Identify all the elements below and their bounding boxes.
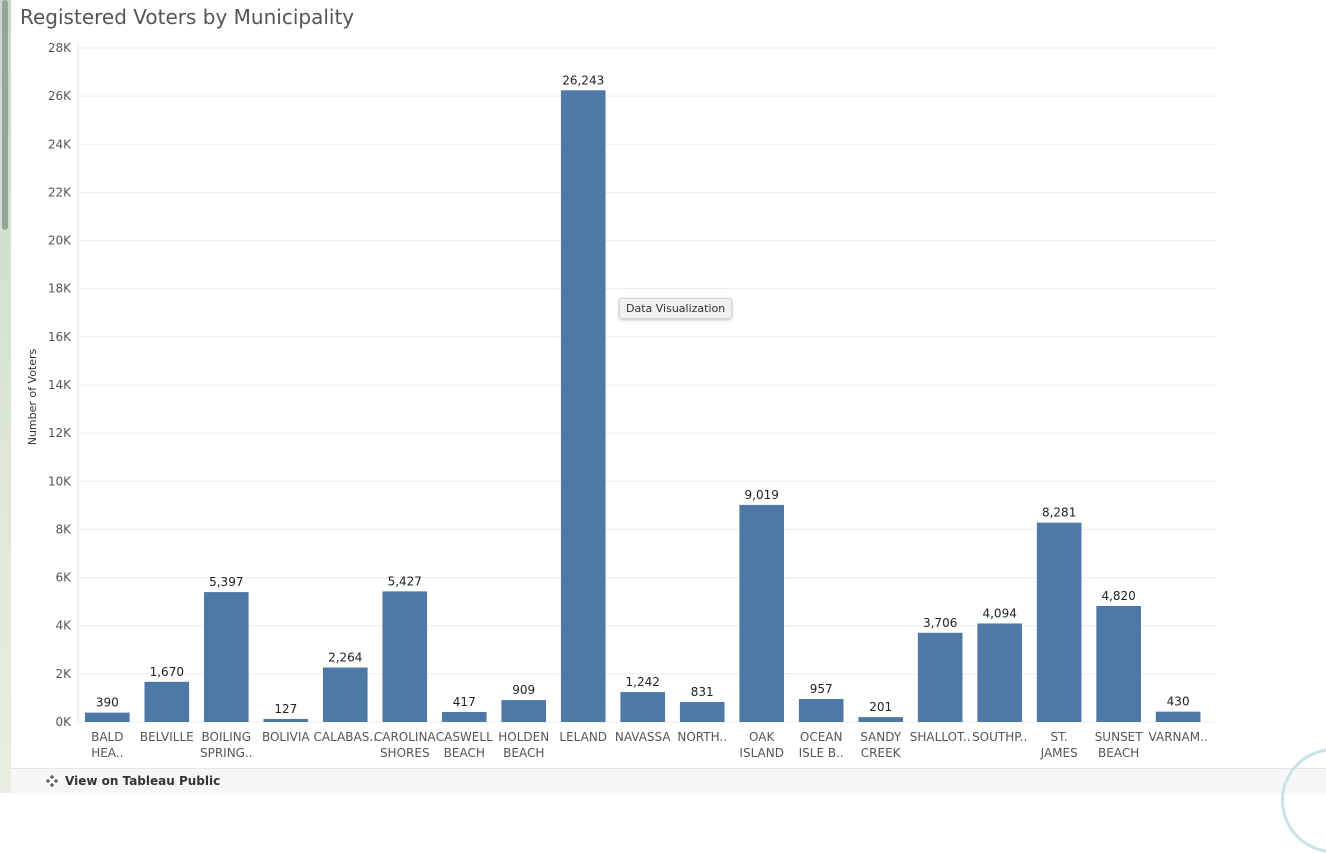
bar	[1096, 605, 1141, 722]
data-label: 5,397	[209, 575, 243, 589]
x-tick-label: BEACH	[444, 746, 485, 760]
bar	[501, 700, 547, 722]
data-label: 9,019	[745, 488, 779, 502]
data-label: 4,820	[1101, 589, 1135, 603]
data-label: 2,264	[328, 651, 362, 665]
bar	[560, 90, 606, 722]
data-label: 26,243	[562, 73, 604, 87]
data-label: 417	[453, 695, 476, 709]
bar	[1155, 711, 1201, 722]
x-tick-label: SOUTHP..	[972, 730, 1027, 744]
bar	[263, 718, 309, 722]
y-tick-label: 4K	[55, 619, 72, 633]
data-label: 1,242	[626, 675, 660, 689]
bar-chart: 0K 2K 4K 6K 8K 10K 12K 14K 16K 18K 20K 22K 24K 26K 28K…	[26, 41, 1216, 760]
x-tick-label: BEACH	[1098, 746, 1139, 760]
data-label: 8,281	[1042, 506, 1076, 520]
data-label: 4,094	[982, 606, 1016, 620]
data-label: 831	[691, 685, 714, 699]
footer-bar: View on Tableau Public	[11, 768, 1326, 794]
data-label: 909	[512, 683, 535, 697]
x-tick-label: SHALLOT..	[910, 730, 971, 744]
y-tick-label: 6K	[55, 571, 72, 585]
bar	[322, 667, 368, 722]
y-tick-label: 24K	[48, 137, 72, 151]
y-tick-label: 10K	[48, 474, 72, 488]
bar	[620, 692, 666, 722]
bar	[739, 504, 785, 722]
bar	[917, 632, 963, 722]
y-tick-label: 2K	[55, 667, 72, 681]
data-label: 3,706	[923, 616, 957, 630]
bar	[382, 591, 428, 722]
y-tick-label: 22K	[48, 185, 72, 199]
bar	[85, 712, 130, 722]
x-tick-label: CASWELL	[436, 730, 493, 744]
y-tick-label: 14K	[48, 378, 72, 392]
y-tick-label: 18K	[48, 282, 72, 296]
data-label: 1,670	[150, 665, 184, 679]
bar	[144, 681, 190, 722]
page-title: Registered Voters by Municipality	[20, 5, 355, 29]
bar	[441, 711, 487, 722]
data-label: 390	[96, 696, 119, 710]
bar	[858, 717, 903, 722]
bar	[1036, 522, 1082, 722]
data-label: 957	[810, 682, 833, 696]
x-tick-label: BOILING	[202, 730, 252, 744]
y-tick-label: 28K	[48, 41, 72, 55]
x-tick-label: OAK	[749, 730, 775, 744]
y-tick-label: 26K	[48, 89, 72, 103]
x-tick-label: BEACH	[503, 746, 544, 760]
y-tick-label: 12K	[48, 426, 72, 440]
y-tick-label: 8K	[55, 522, 72, 536]
view-on-tableau-label: View on Tableau Public	[65, 774, 221, 788]
data-label: 5,427	[388, 574, 422, 588]
data-label: 201	[869, 700, 892, 714]
y-axis-title: Number of Voters	[26, 348, 39, 445]
x-tick-label: SUNSET	[1095, 730, 1144, 744]
y-tick-label: 20K	[48, 234, 72, 248]
tooltip: Data Visualization	[619, 298, 733, 319]
x-tick-label: BALD	[91, 730, 123, 744]
data-label: 127	[274, 702, 297, 716]
x-tick-label: LELAND	[559, 730, 607, 744]
x-tick-label: SANDY	[860, 730, 902, 744]
y-tick-label: 16K	[48, 330, 72, 344]
x-tick-label: ST.	[1050, 730, 1067, 744]
y-tick-label: 0K	[55, 715, 72, 729]
bar	[977, 623, 1022, 722]
bar	[679, 701, 725, 722]
x-tick-label: JAMES	[1040, 746, 1078, 760]
tableau-icon	[46, 775, 58, 787]
x-tick-label: NAVASSA	[615, 730, 672, 744]
x-tick-label: VARNAM..	[1149, 730, 1208, 744]
x-tick-label: CAROLINA	[374, 730, 437, 744]
x-tick-label: ISLE B..	[799, 746, 844, 760]
bar	[798, 698, 844, 722]
bar	[203, 592, 249, 722]
x-tick-label: HEA..	[91, 746, 123, 760]
left-rail	[0, 0, 11, 793]
data-label: 430	[1167, 695, 1190, 709]
x-tick-label: NORTH..	[677, 730, 727, 744]
x-tick-label: CALABAS..	[314, 730, 377, 744]
x-tick-label: HOLDEN	[498, 730, 549, 744]
x-tick-label: ISLAND	[739, 746, 784, 760]
x-tick-label: SHORES	[380, 746, 430, 760]
x-tick-label: SPRING..	[200, 746, 253, 760]
x-tick-label: OCEAN	[800, 730, 843, 744]
view-on-tableau-link[interactable]: View on Tableau Public	[45, 774, 220, 788]
x-tick-label: CREEK	[861, 746, 902, 760]
scrollbar-thumb[interactable]	[2, 0, 8, 230]
x-tick-label: BELVILLE	[140, 730, 194, 744]
x-tick-label: BOLIVIA	[262, 730, 310, 744]
